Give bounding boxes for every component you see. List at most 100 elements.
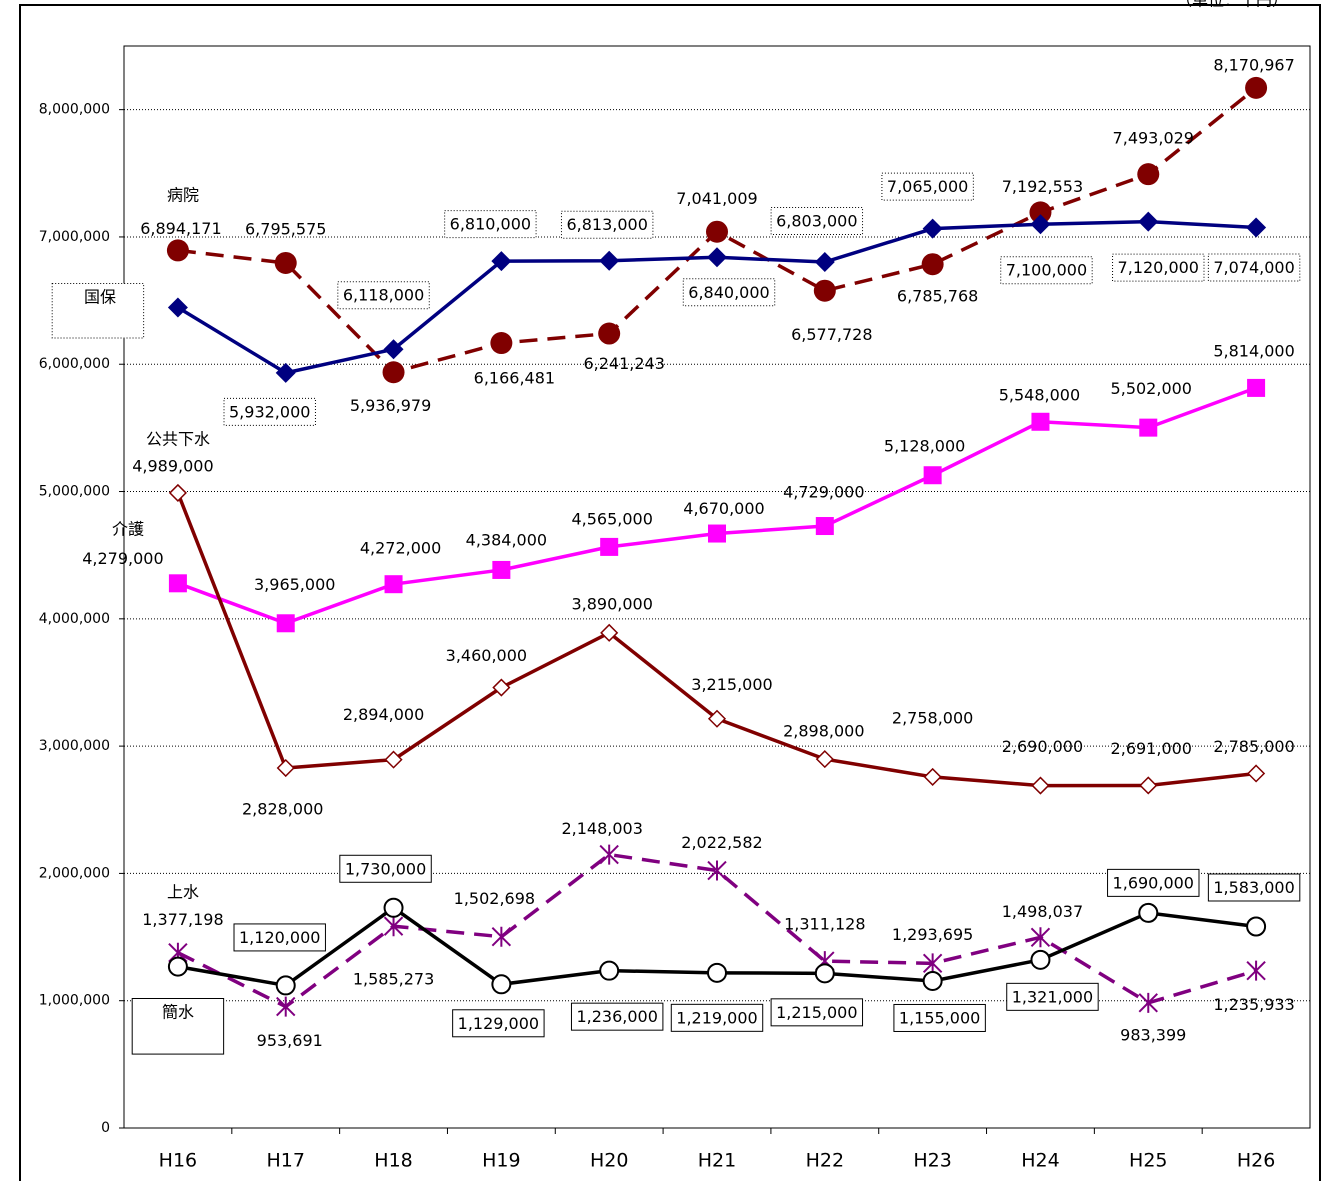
value-label: 1,311,128 [784, 915, 865, 934]
marker [923, 767, 942, 786]
y-tick-label: 7,000,000 [39, 229, 110, 245]
value-label: 2,894,000 [343, 705, 424, 724]
value-label: 3,890,000 [571, 594, 652, 613]
marker [1030, 949, 1051, 970]
label-box [1000, 256, 1093, 285]
marker [1246, 916, 1267, 937]
value-label: 1,321,000 [1012, 987, 1093, 1006]
marker [168, 483, 187, 502]
value-label: 6,118,000 [343, 286, 424, 305]
label-box [570, 1002, 664, 1031]
value-label: 1,129,000 [458, 1014, 539, 1033]
value-label: 6,813,000 [566, 215, 647, 234]
marker [707, 247, 727, 268]
y-tick-label: 3,000,000 [39, 738, 110, 754]
label-box [452, 1009, 545, 1038]
value-label: 1,583,000 [1213, 878, 1294, 897]
marker [921, 253, 944, 276]
y-tick-label: 5,000,000 [39, 484, 110, 500]
label-box [444, 210, 537, 239]
legend-label: 介護 [112, 520, 144, 539]
y-tick-label: 2,000,000 [39, 865, 110, 881]
marker [599, 960, 620, 981]
label-box [1006, 982, 1099, 1011]
value-label: 983,399 [1120, 1025, 1186, 1044]
value-label: 1,219,000 [676, 1008, 757, 1027]
value-label: 1,120,000 [239, 928, 320, 947]
marker [814, 963, 835, 984]
marker [923, 466, 942, 485]
marker [815, 517, 834, 536]
value-label: 2,898,000 [783, 722, 864, 741]
marker [600, 623, 619, 642]
value-label: 8,170,967 [1213, 55, 1294, 74]
value-label: 5,502,000 [1111, 379, 1192, 398]
value-label: 5,128,000 [884, 437, 965, 456]
marker [1138, 992, 1158, 1013]
value-label: 4,272,000 [360, 539, 441, 558]
marker [490, 332, 513, 355]
legend-label: 公共下水 [146, 430, 210, 449]
marker [383, 916, 404, 937]
marker [276, 614, 295, 633]
marker [1139, 418, 1158, 437]
marker [1246, 217, 1267, 238]
value-label: 1,215,000 [776, 1003, 857, 1022]
value-label: 1,498,037 [1002, 902, 1083, 921]
value-label: 6,785,768 [897, 287, 978, 306]
label-box [770, 998, 864, 1027]
label-box [893, 1003, 986, 1032]
marker [815, 750, 834, 769]
y-tick-label: 0 [101, 1120, 110, 1136]
marker [922, 218, 943, 239]
marker [167, 956, 188, 977]
marker [491, 251, 512, 272]
marker [1245, 76, 1268, 99]
marker [707, 860, 727, 881]
marker [275, 975, 296, 996]
marker [276, 758, 295, 778]
unit-note: （単位：千円） [1176, 0, 1288, 10]
marker [1247, 378, 1266, 397]
marker [1139, 776, 1158, 795]
value-label: 5,936,979 [350, 396, 431, 415]
marker [275, 362, 296, 383]
value-label: 6,795,575 [245, 219, 326, 238]
legend-label: 簡水 [162, 1003, 194, 1022]
marker [492, 560, 511, 579]
value-label: 7,120,000 [1118, 258, 1199, 277]
value-label: 6,803,000 [776, 212, 857, 231]
labels: 6,894,171 病院 6,795,575 5,936,979 6,166,481 6,… [51, 55, 1301, 1055]
chart-frame [19, 4, 1321, 1181]
x-tick-label: H26 [1237, 1150, 1275, 1172]
label-box [1207, 253, 1301, 282]
legend-label: 国保 [84, 288, 116, 307]
marker [1247, 764, 1266, 783]
marker [383, 339, 404, 360]
value-label: 6,241,243 [583, 354, 664, 373]
value-label: 4,989,000 [132, 456, 213, 475]
marker [491, 974, 512, 995]
value-label: 7,074,000 [1213, 258, 1294, 277]
label-box [1107, 868, 1200, 897]
value-label: 2,022,582 [681, 833, 762, 852]
x-tick-label: H17 [266, 1150, 304, 1172]
value-label: 2,691,000 [1111, 739, 1192, 758]
marker [1138, 902, 1159, 923]
marker [1030, 927, 1051, 948]
value-label: 7,493,029 [1113, 129, 1194, 148]
value-label: 4,279,000 [82, 549, 163, 568]
marker [383, 897, 404, 918]
x-tick-label: H18 [374, 1150, 412, 1172]
x-tick-label: H20 [590, 1150, 628, 1172]
marker [707, 709, 727, 728]
marker [492, 678, 511, 697]
x-tick-label: H23 [913, 1150, 951, 1172]
label-box [1112, 253, 1205, 282]
value-label: 1,155,000 [899, 1008, 980, 1027]
marker [1030, 214, 1051, 235]
marker [1029, 201, 1052, 224]
series-line [177, 852, 1257, 1009]
value-label: 3,215,000 [691, 675, 772, 694]
